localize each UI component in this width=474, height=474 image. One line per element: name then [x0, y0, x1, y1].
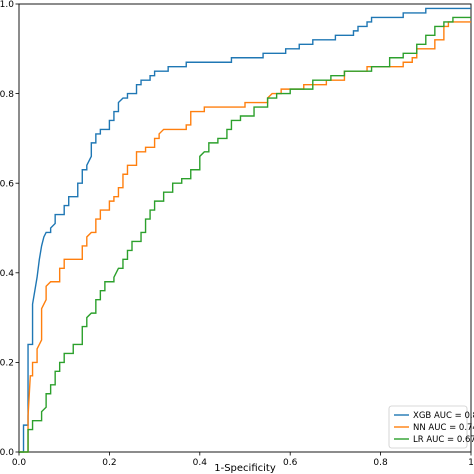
x-axis-ticks: 0.0 0.2 0.4 0.6 0.8 1	[12, 452, 474, 468]
roc-curves	[19, 7, 471, 453]
plot-border	[18, 3, 472, 453]
legend: XGB AUC = 0.85 NN AUC = 0.74 LR AUC = 0.67	[388, 405, 474, 449]
y-tick-label: 1.0	[0, 0, 14, 10]
x-tick-label: 0.8	[373, 458, 388, 468]
plot-frame	[18, 3, 472, 453]
x-tick-label: 1	[468, 458, 474, 468]
y-tick-label: 0.2	[0, 359, 14, 369]
series-line-0	[19, 7, 471, 453]
y-tick-label: 0.8	[0, 90, 14, 100]
x-tick-label: 0.4	[193, 458, 208, 468]
x-tick-label: 0.0	[12, 458, 27, 468]
series-line-1	[19, 21, 471, 453]
x-tick-label: 0.2	[102, 458, 116, 468]
y-tick-label: 0.0	[0, 448, 14, 458]
x-tick-label: 0.6	[283, 458, 298, 468]
y-tick-label: 0.4	[0, 269, 14, 279]
legend-box	[388, 405, 468, 449]
y-axis-ticks: 0.0 0.2 0.4 0.6 0.8 1.0	[0, 0, 19, 458]
legend-entry-0: XGB AUC = 0.85	[413, 411, 474, 421]
series-line-2	[19, 16, 471, 453]
legend-entry-1: NN AUC = 0.74	[413, 423, 474, 433]
y-tick-label: 0.6	[0, 179, 14, 189]
x-axis-label: 1-Specificity	[214, 463, 276, 474]
legend-entry-2: LR AUC = 0.67	[413, 435, 474, 445]
